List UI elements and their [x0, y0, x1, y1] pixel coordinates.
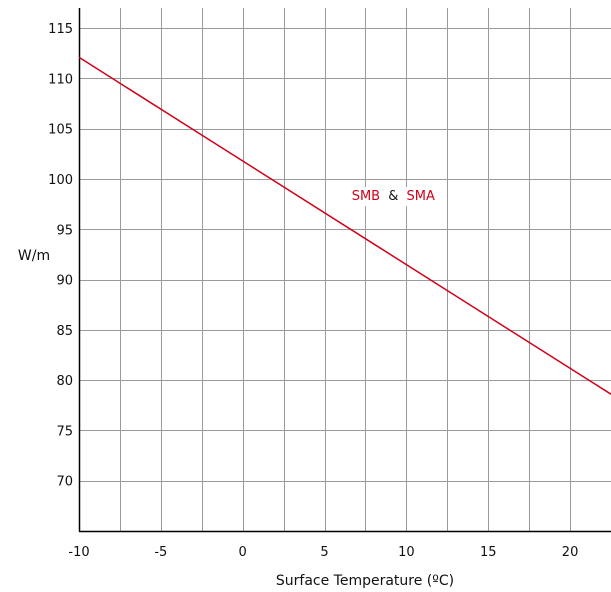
x-tick-label: 0: [239, 545, 247, 560]
x-tick-label: 15: [480, 545, 497, 560]
y-tick-label: 95: [56, 223, 73, 238]
y-tick-label: 105: [48, 123, 73, 138]
x-tick-label: 10: [398, 545, 415, 560]
x-tick-label: 20: [562, 545, 579, 560]
annotation-background: [348, 187, 438, 207]
tick-labels: 70 75 80 85 90 95 100 105 110 115 -10 -5 0 5 10 15 20: [48, 22, 578, 560]
y-tick-label: 115: [48, 22, 73, 37]
y-tick-label: 90: [56, 274, 73, 289]
x-axis-title: Surface Temperature (ºC): [276, 573, 454, 589]
y-tick-label: 80: [56, 374, 73, 389]
x-tick-label: 5: [320, 545, 328, 560]
annotation-sma: SMA: [407, 189, 435, 204]
annotation-ampersand: &: [388, 189, 398, 204]
y-tick-label: 110: [48, 72, 73, 87]
grid: [79, 8, 611, 531]
annotation-smb: SMB: [352, 189, 380, 204]
axes: [78, 8, 611, 533]
series-annotation: SMB & SMA: [352, 189, 435, 204]
y-tick-label: 70: [56, 475, 73, 490]
y-tick-label: 100: [48, 173, 73, 188]
series-line: [78, 56, 611, 395]
y-axis-title: W/m: [18, 248, 50, 264]
y-tick-label: 85: [56, 324, 73, 339]
x-tick-label: -5: [154, 545, 167, 560]
series-group: [78, 56, 611, 395]
x-tick-label: -10: [68, 545, 89, 560]
y-tick-label: 75: [56, 424, 73, 439]
